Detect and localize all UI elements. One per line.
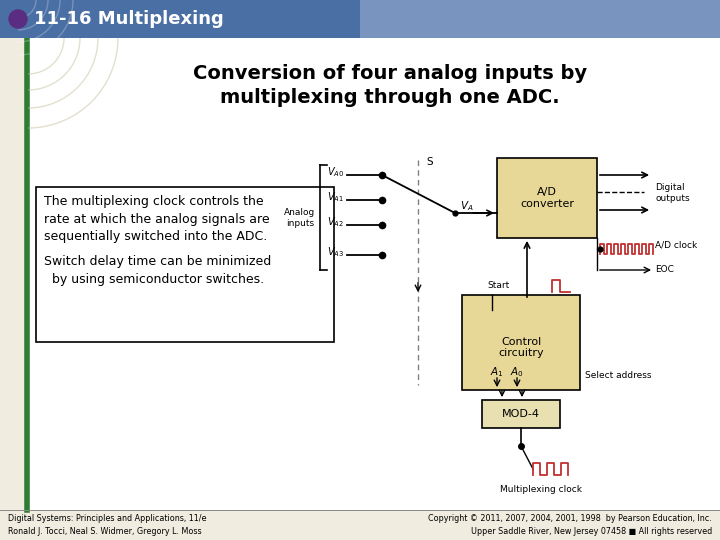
Bar bbox=[0, 0, 360, 38]
Text: Analog
inputs: Analog inputs bbox=[284, 208, 315, 228]
Bar bbox=[462, 295, 580, 390]
Text: Conversion of four analog inputs by
multiplexing through one ADC.: Conversion of four analog inputs by mult… bbox=[193, 64, 587, 107]
Text: Copyright © 2011, 2007, 2004, 2001, 1998  by Pearson Education, Inc.
Upper Saddl: Copyright © 2011, 2007, 2004, 2001, 1998… bbox=[428, 514, 712, 536]
FancyBboxPatch shape bbox=[36, 187, 334, 342]
Text: $V_{A2}$: $V_{A2}$ bbox=[327, 215, 344, 229]
Text: 11-16 Multiplexing: 11-16 Multiplexing bbox=[34, 10, 224, 28]
Text: Select address: Select address bbox=[585, 370, 652, 380]
Text: $A_1$: $A_1$ bbox=[490, 365, 504, 379]
Text: Start: Start bbox=[488, 280, 510, 289]
Circle shape bbox=[9, 10, 27, 28]
Text: $A_0$: $A_0$ bbox=[510, 365, 524, 379]
Text: Digital Systems: Principles and Applications, 11/e
Ronald J. Tocci, Neal S. Widm: Digital Systems: Principles and Applicat… bbox=[8, 514, 207, 536]
Text: EOC: EOC bbox=[655, 266, 674, 274]
Text: $V_A$: $V_A$ bbox=[460, 199, 474, 213]
Text: A/D
converter: A/D converter bbox=[520, 187, 574, 209]
Text: S: S bbox=[427, 157, 433, 167]
Text: A/D clock: A/D clock bbox=[655, 240, 697, 249]
Text: Control
circuitry: Control circuitry bbox=[498, 337, 544, 359]
Text: MOD-4: MOD-4 bbox=[502, 409, 540, 419]
Bar bbox=[482, 400, 560, 428]
Bar bbox=[360, 0, 720, 38]
Text: $V_{A1}$: $V_{A1}$ bbox=[327, 190, 344, 204]
Text: Multiplexing clock: Multiplexing clock bbox=[500, 485, 582, 495]
Text: The multiplexing clock controls the
rate at which the analog signals are
sequent: The multiplexing clock controls the rate… bbox=[44, 195, 269, 243]
Bar bbox=[497, 158, 597, 238]
Text: Switch delay time can be minimized
  by using semiconductor switches.: Switch delay time can be minimized by us… bbox=[44, 255, 271, 286]
Text: $V_{A0}$: $V_{A0}$ bbox=[327, 165, 344, 179]
Bar bbox=[28, 38, 720, 510]
Text: $V_{A3}$: $V_{A3}$ bbox=[327, 245, 344, 259]
Text: Digital
outputs: Digital outputs bbox=[655, 183, 690, 202]
